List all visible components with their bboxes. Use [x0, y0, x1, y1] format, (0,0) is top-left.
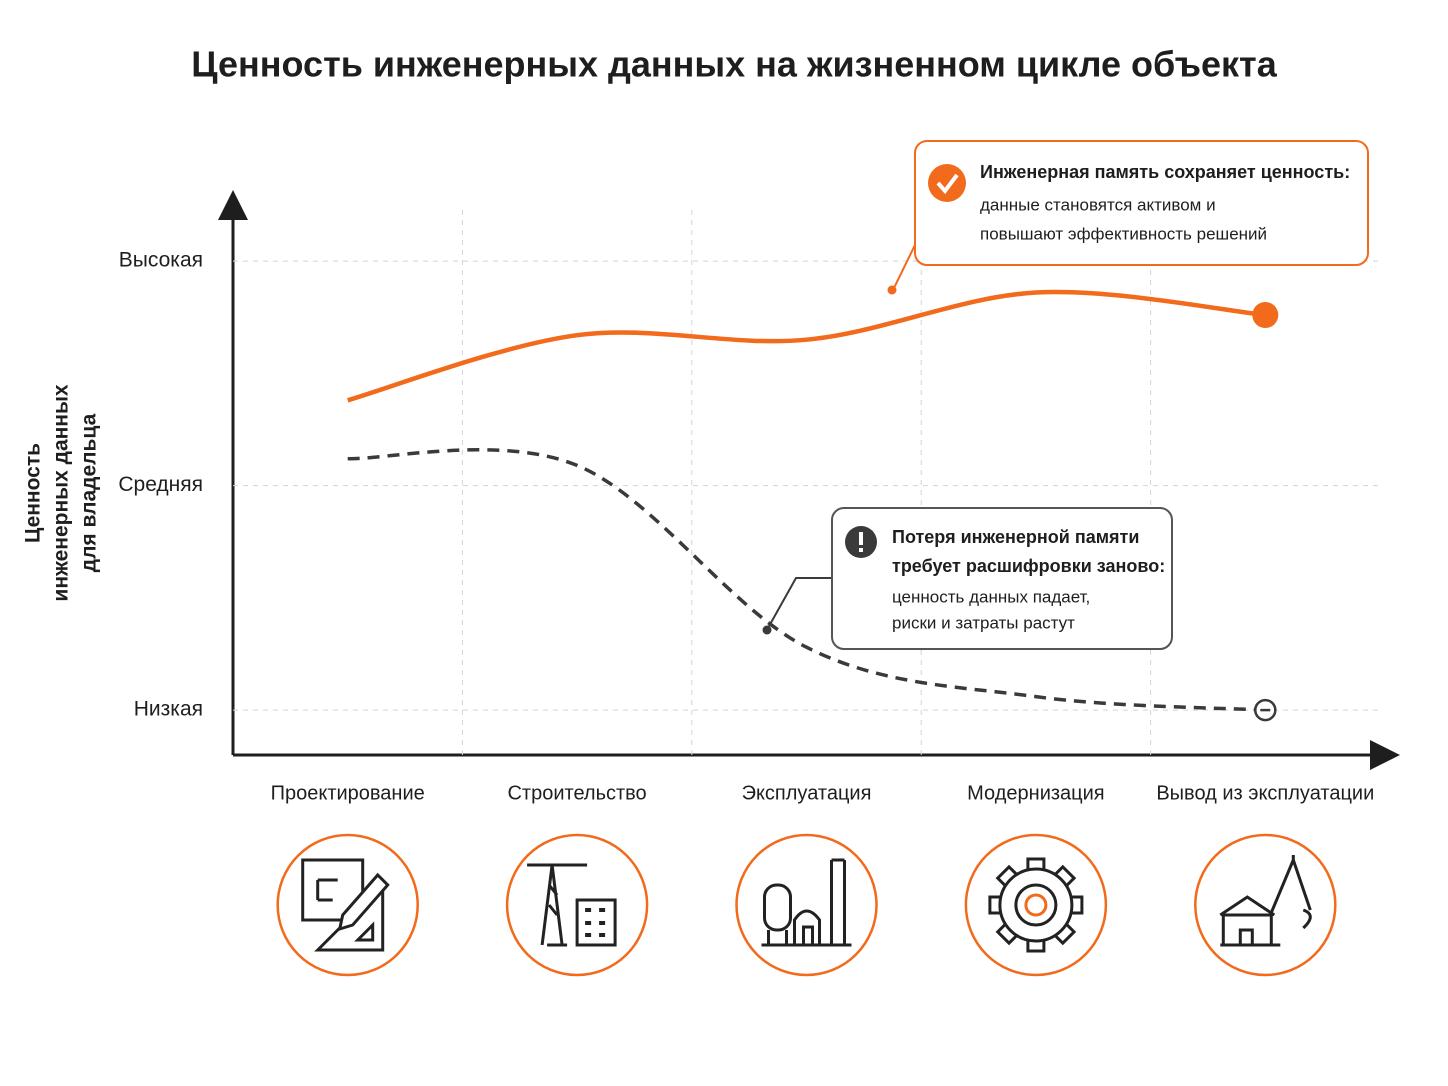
- y-tick-label: Средняя: [118, 473, 203, 496]
- callout-text: данные становятся активом и: [980, 195, 1216, 214]
- x-tick-label: Эксплуатация: [742, 782, 872, 804]
- callout-text: ценность данных падает,: [892, 587, 1090, 606]
- stage-icon: [527, 863, 617, 947]
- callout-text: риски и затраты растут: [892, 613, 1075, 632]
- callout-text: повышают эффективность решений: [980, 224, 1267, 243]
- callout-high: Инженерная память сохраняет ценность: да…: [887, 140, 1369, 295]
- grid: [233, 210, 1380, 755]
- end-marker: [1252, 302, 1279, 328]
- stage-icon: [301, 858, 390, 952]
- stage-circle: [1194, 833, 1337, 977]
- x-tick-label: Строительство: [507, 782, 646, 804]
- x-tick-label: Модернизация: [967, 782, 1104, 804]
- y-label-line: Ценность: [22, 443, 45, 543]
- stage-circle: [276, 833, 419, 977]
- callout-heading: Инженерная память сохраняет ценность:: [980, 162, 1350, 182]
- callout-heading: требует расшифровки заново:: [892, 556, 1165, 576]
- plot: [347, 289, 1279, 722]
- y-label-line: инженерных данных: [50, 384, 73, 602]
- callout-low: Потеря инженерной памяти требует расшифр…: [762, 507, 1173, 650]
- x-tick-label: Вывод из эксплуатации: [1156, 782, 1374, 804]
- y-axis-label: Ценность инженерных данных для владельца: [22, 384, 101, 602]
- x-tick-label: Проектирование: [271, 782, 425, 804]
- y-tick-label: Низкая: [134, 698, 203, 721]
- stage-icon: [988, 857, 1084, 953]
- callout-heading: Потеря инженерной памяти: [892, 527, 1139, 547]
- stage-icon: [761, 858, 852, 947]
- stage-circle: [735, 833, 878, 977]
- y-tick-label: Высокая: [119, 249, 203, 272]
- series-line: [347, 448, 1266, 712]
- series-line: [347, 289, 1266, 403]
- y-label-line: для владельца: [78, 413, 101, 572]
- stage-icon: [1219, 855, 1312, 947]
- stage-icons: [276, 833, 1337, 977]
- chart-title: Ценность инженерных данных на жизненном …: [191, 44, 1277, 85]
